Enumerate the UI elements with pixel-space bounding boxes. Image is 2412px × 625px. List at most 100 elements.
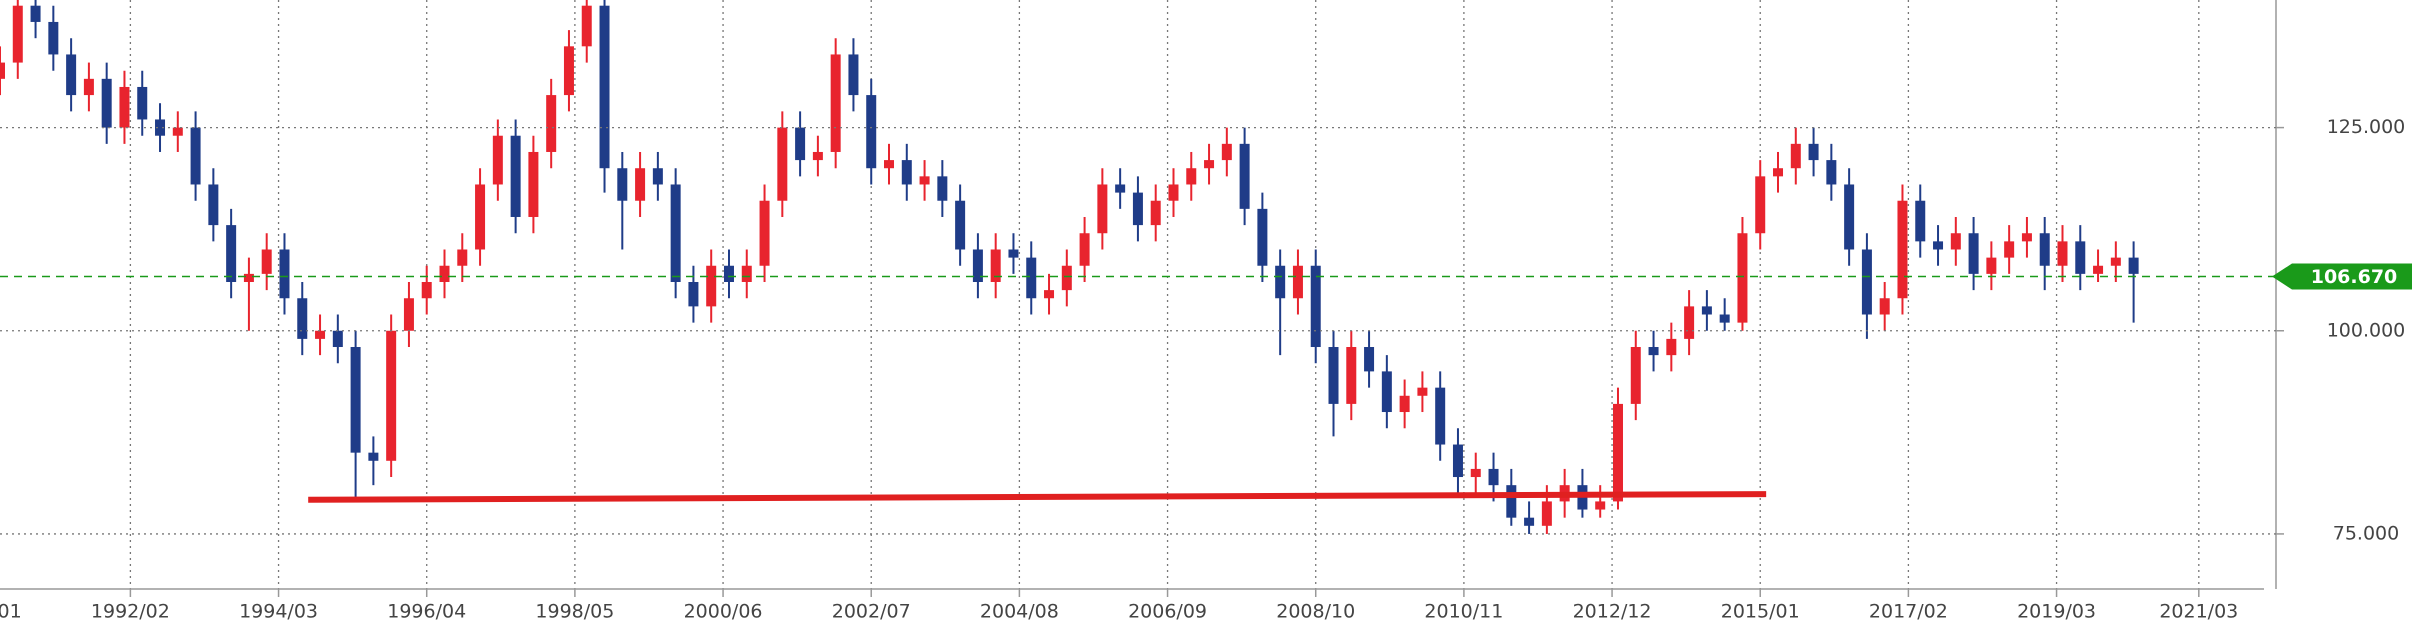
candle-body xyxy=(1506,485,1517,518)
candle-body xyxy=(279,249,290,299)
candle-body xyxy=(1950,233,1961,250)
candle-body xyxy=(1612,403,1623,502)
candle-body xyxy=(1808,143,1819,161)
candle-body xyxy=(243,273,254,282)
candle-body xyxy=(848,54,859,96)
candle-body xyxy=(1684,306,1695,339)
candle-body xyxy=(1061,265,1072,291)
candle-body xyxy=(403,298,414,331)
candle-body xyxy=(1115,184,1126,193)
candle-body xyxy=(1026,257,1037,299)
x-tick-label: 2002/07 xyxy=(832,601,911,623)
candle-body xyxy=(723,265,734,282)
candle-body xyxy=(2075,241,2086,274)
candle-body xyxy=(137,86,148,120)
candle-body xyxy=(866,95,877,169)
y-tick-label: 75.000 xyxy=(2333,522,2399,544)
candle-body xyxy=(706,265,717,307)
candle-body xyxy=(1275,265,1286,299)
candle-body xyxy=(972,249,983,282)
candle-body xyxy=(652,168,663,185)
candle-body xyxy=(1257,208,1268,266)
candle-body xyxy=(1826,160,1837,185)
candle-body xyxy=(386,330,397,461)
x-tick-label: 2006/09 xyxy=(1128,601,1207,623)
candle-body xyxy=(1897,200,1908,299)
candle-body xyxy=(1399,395,1410,413)
candle-body xyxy=(1346,347,1357,404)
x-tick-label: 2019/03 xyxy=(2017,601,2096,623)
candle-body xyxy=(190,127,201,185)
candle-body xyxy=(1008,249,1019,258)
x-tick-label: 2000/06 xyxy=(684,601,763,623)
x-tick-label: 2017/02 xyxy=(1869,601,1948,623)
candle-body xyxy=(1719,314,1730,323)
candle-body xyxy=(1986,257,1997,274)
candle-body xyxy=(937,176,948,201)
reference-label: 106.670 xyxy=(2311,266,2398,288)
candle-body xyxy=(1773,168,1784,177)
candle-body xyxy=(350,347,361,453)
candle-body xyxy=(1452,444,1463,478)
candle-body xyxy=(1524,517,1535,526)
candle-body xyxy=(1168,184,1179,201)
candle-body xyxy=(1150,200,1161,226)
plot-area: 1990/01 1992/02 1994/03 1996/04 1998/05 2000/… xyxy=(0,0,2238,623)
candle-body xyxy=(546,95,557,152)
x-tick-label: 2004/08 xyxy=(980,601,1059,623)
x-tick-label: 2010/11 xyxy=(1424,601,1503,623)
y-tick-label: 125.000 xyxy=(2327,116,2406,138)
candle-body xyxy=(1861,249,1872,315)
candle-body xyxy=(119,86,130,128)
candle-body xyxy=(759,200,770,266)
candle-body xyxy=(226,225,237,282)
candle-body xyxy=(2110,257,2121,266)
candle-body xyxy=(492,135,503,185)
candle-body xyxy=(2128,257,2139,274)
x-tick-label: 2008/10 xyxy=(1276,601,1355,623)
x-tick-label: 1994/03 xyxy=(239,601,318,623)
candle-body xyxy=(901,160,912,185)
candle-body xyxy=(795,127,806,161)
candle-body xyxy=(439,265,450,282)
candle-body xyxy=(1364,347,1375,372)
candle-body xyxy=(1292,265,1303,299)
candle-body xyxy=(617,168,628,201)
candle-body xyxy=(670,184,681,282)
candle-body xyxy=(1488,468,1499,486)
candle-body xyxy=(741,265,752,282)
candle-body xyxy=(1132,192,1143,226)
candle-body xyxy=(457,249,468,266)
candle-body xyxy=(1328,347,1339,404)
x-tick-label: 1998/05 xyxy=(535,601,614,623)
candle-body xyxy=(12,5,23,63)
trend-line xyxy=(308,491,1767,503)
y-tick-label: 100.000 xyxy=(2327,319,2406,341)
candle-body xyxy=(66,54,77,96)
candle-body xyxy=(172,127,183,136)
candle-body xyxy=(1435,387,1446,445)
candle-body xyxy=(1079,233,1090,266)
candle-body xyxy=(30,5,41,22)
candle-body xyxy=(2057,241,2068,266)
candle-body xyxy=(581,5,592,47)
candle-body xyxy=(635,168,646,201)
candle-body xyxy=(2039,233,2050,266)
candle-body xyxy=(332,330,343,348)
candle-body xyxy=(1968,233,1979,274)
candle-body xyxy=(1239,143,1250,209)
candle-body xyxy=(1097,184,1108,234)
candle-body xyxy=(2021,233,2032,242)
candle-body xyxy=(990,249,1001,282)
candle-body xyxy=(1310,265,1321,348)
x-tick-label: 1990/01 xyxy=(0,601,22,623)
candle-body xyxy=(1755,176,1766,234)
candle-body xyxy=(1933,241,1944,250)
candle-body xyxy=(297,298,308,339)
candle-body xyxy=(1044,290,1055,299)
candle-body xyxy=(688,281,699,307)
candle-body xyxy=(1879,298,1890,315)
candle-body xyxy=(1595,501,1606,510)
candle-body xyxy=(1417,387,1428,396)
